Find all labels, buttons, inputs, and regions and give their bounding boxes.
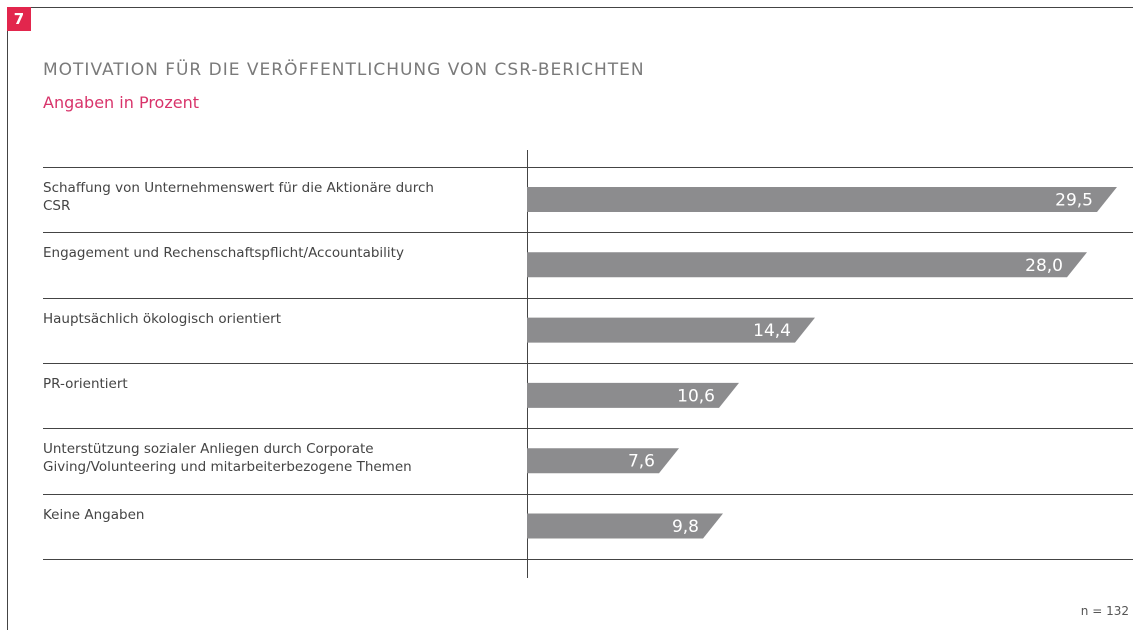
bar bbox=[527, 252, 1087, 278]
bar bbox=[527, 448, 679, 474]
category-label: PR-orientiert bbox=[43, 375, 128, 392]
category-label: Engagement und Rechenschaftspflicht/Acco… bbox=[43, 245, 404, 262]
category-label: Hauptsächlich ökologisch orientiert bbox=[43, 310, 282, 327]
value-label: 10,6 bbox=[677, 386, 715, 406]
bar bbox=[527, 382, 739, 408]
value-label: 28,0 bbox=[1025, 256, 1063, 276]
bar bbox=[527, 187, 1117, 212]
value-label: 9,8 bbox=[672, 517, 699, 537]
note: n = 132 bbox=[1080, 604, 1129, 618]
value-label: 29,5 bbox=[1055, 191, 1093, 211]
category-label: Unterstützung sozialer Anliegen durch Co… bbox=[43, 441, 412, 476]
chart-title: MOTIVATION FÜR DIE VERÖFFENTLICHUNG VON … bbox=[43, 60, 645, 80]
value-label: 7,6 bbox=[628, 452, 655, 472]
badge: 7 bbox=[7, 7, 31, 31]
bar bbox=[527, 513, 723, 539]
bar bbox=[527, 317, 815, 343]
category-label: Schaffung von Unternehmenswert für die A… bbox=[43, 180, 434, 214]
value-label: 14,4 bbox=[753, 321, 791, 341]
category-label: Keine Angaben bbox=[43, 506, 145, 523]
chart-subtitle: Angaben in Prozent bbox=[43, 93, 199, 112]
